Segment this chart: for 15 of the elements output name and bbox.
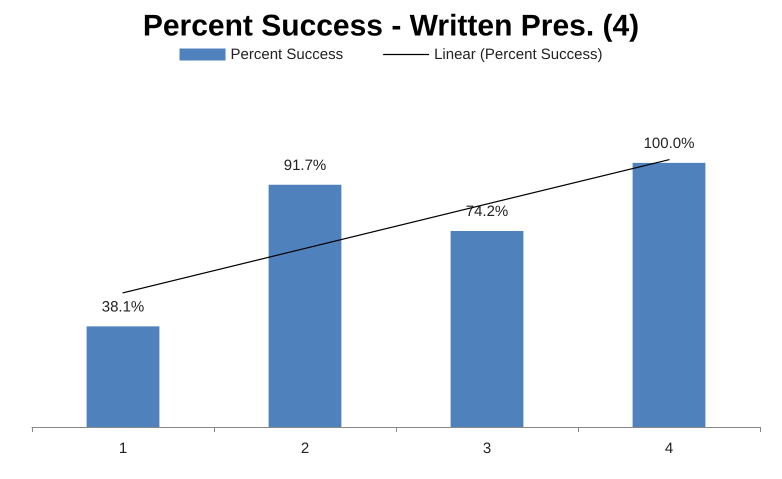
data-label: 74.2%: [466, 202, 508, 220]
data-label: 91.7%: [284, 156, 326, 174]
legend-label: Linear (Percent Success): [434, 46, 602, 63]
data-label: 38.1%: [102, 298, 144, 316]
x-tick-label: 1: [118, 440, 128, 457]
bar: [86, 326, 160, 427]
bar: [268, 184, 342, 427]
x-tick-label: 4: [664, 440, 674, 457]
bar: [632, 162, 706, 427]
x-tick-label: 2: [300, 440, 310, 457]
chart-title: Percent Success - Written Pres. (4): [142, 10, 640, 42]
bar: [450, 230, 524, 427]
legend-label: Percent Success: [230, 46, 344, 63]
x-tick-label: 3: [482, 440, 492, 457]
data-label: 100.0%: [644, 134, 694, 152]
